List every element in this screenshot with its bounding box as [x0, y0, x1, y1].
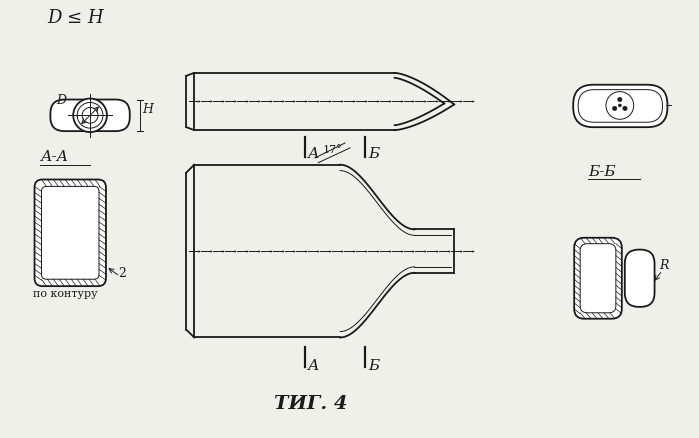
Circle shape: [618, 98, 622, 102]
Text: 2: 2: [118, 267, 126, 279]
Circle shape: [623, 107, 627, 111]
Text: R: R: [660, 259, 669, 272]
FancyBboxPatch shape: [34, 180, 106, 286]
Text: Б: Б: [368, 146, 379, 160]
Circle shape: [82, 108, 98, 124]
Text: D ≤ H: D ≤ H: [48, 8, 104, 26]
Circle shape: [73, 99, 107, 133]
FancyBboxPatch shape: [580, 244, 616, 313]
Text: Б: Б: [368, 358, 379, 372]
FancyBboxPatch shape: [573, 85, 668, 128]
Text: А-А: А-А: [41, 149, 69, 163]
Circle shape: [612, 107, 617, 111]
FancyBboxPatch shape: [50, 100, 130, 132]
Text: Б-Б: Б-Б: [588, 164, 616, 178]
FancyBboxPatch shape: [578, 90, 663, 123]
Text: А: А: [308, 146, 320, 160]
Circle shape: [606, 92, 634, 120]
Circle shape: [619, 105, 621, 108]
Text: А: А: [308, 358, 320, 372]
Text: H: H: [143, 103, 154, 116]
Text: по контуру: по контуру: [33, 288, 97, 298]
FancyBboxPatch shape: [625, 250, 654, 307]
Circle shape: [77, 103, 103, 129]
FancyBboxPatch shape: [41, 187, 99, 279]
Text: 17°: 17°: [322, 145, 342, 155]
Text: ΤИГ. 4: ΤИГ. 4: [273, 394, 347, 412]
FancyBboxPatch shape: [574, 238, 622, 319]
Text: D: D: [57, 94, 66, 107]
